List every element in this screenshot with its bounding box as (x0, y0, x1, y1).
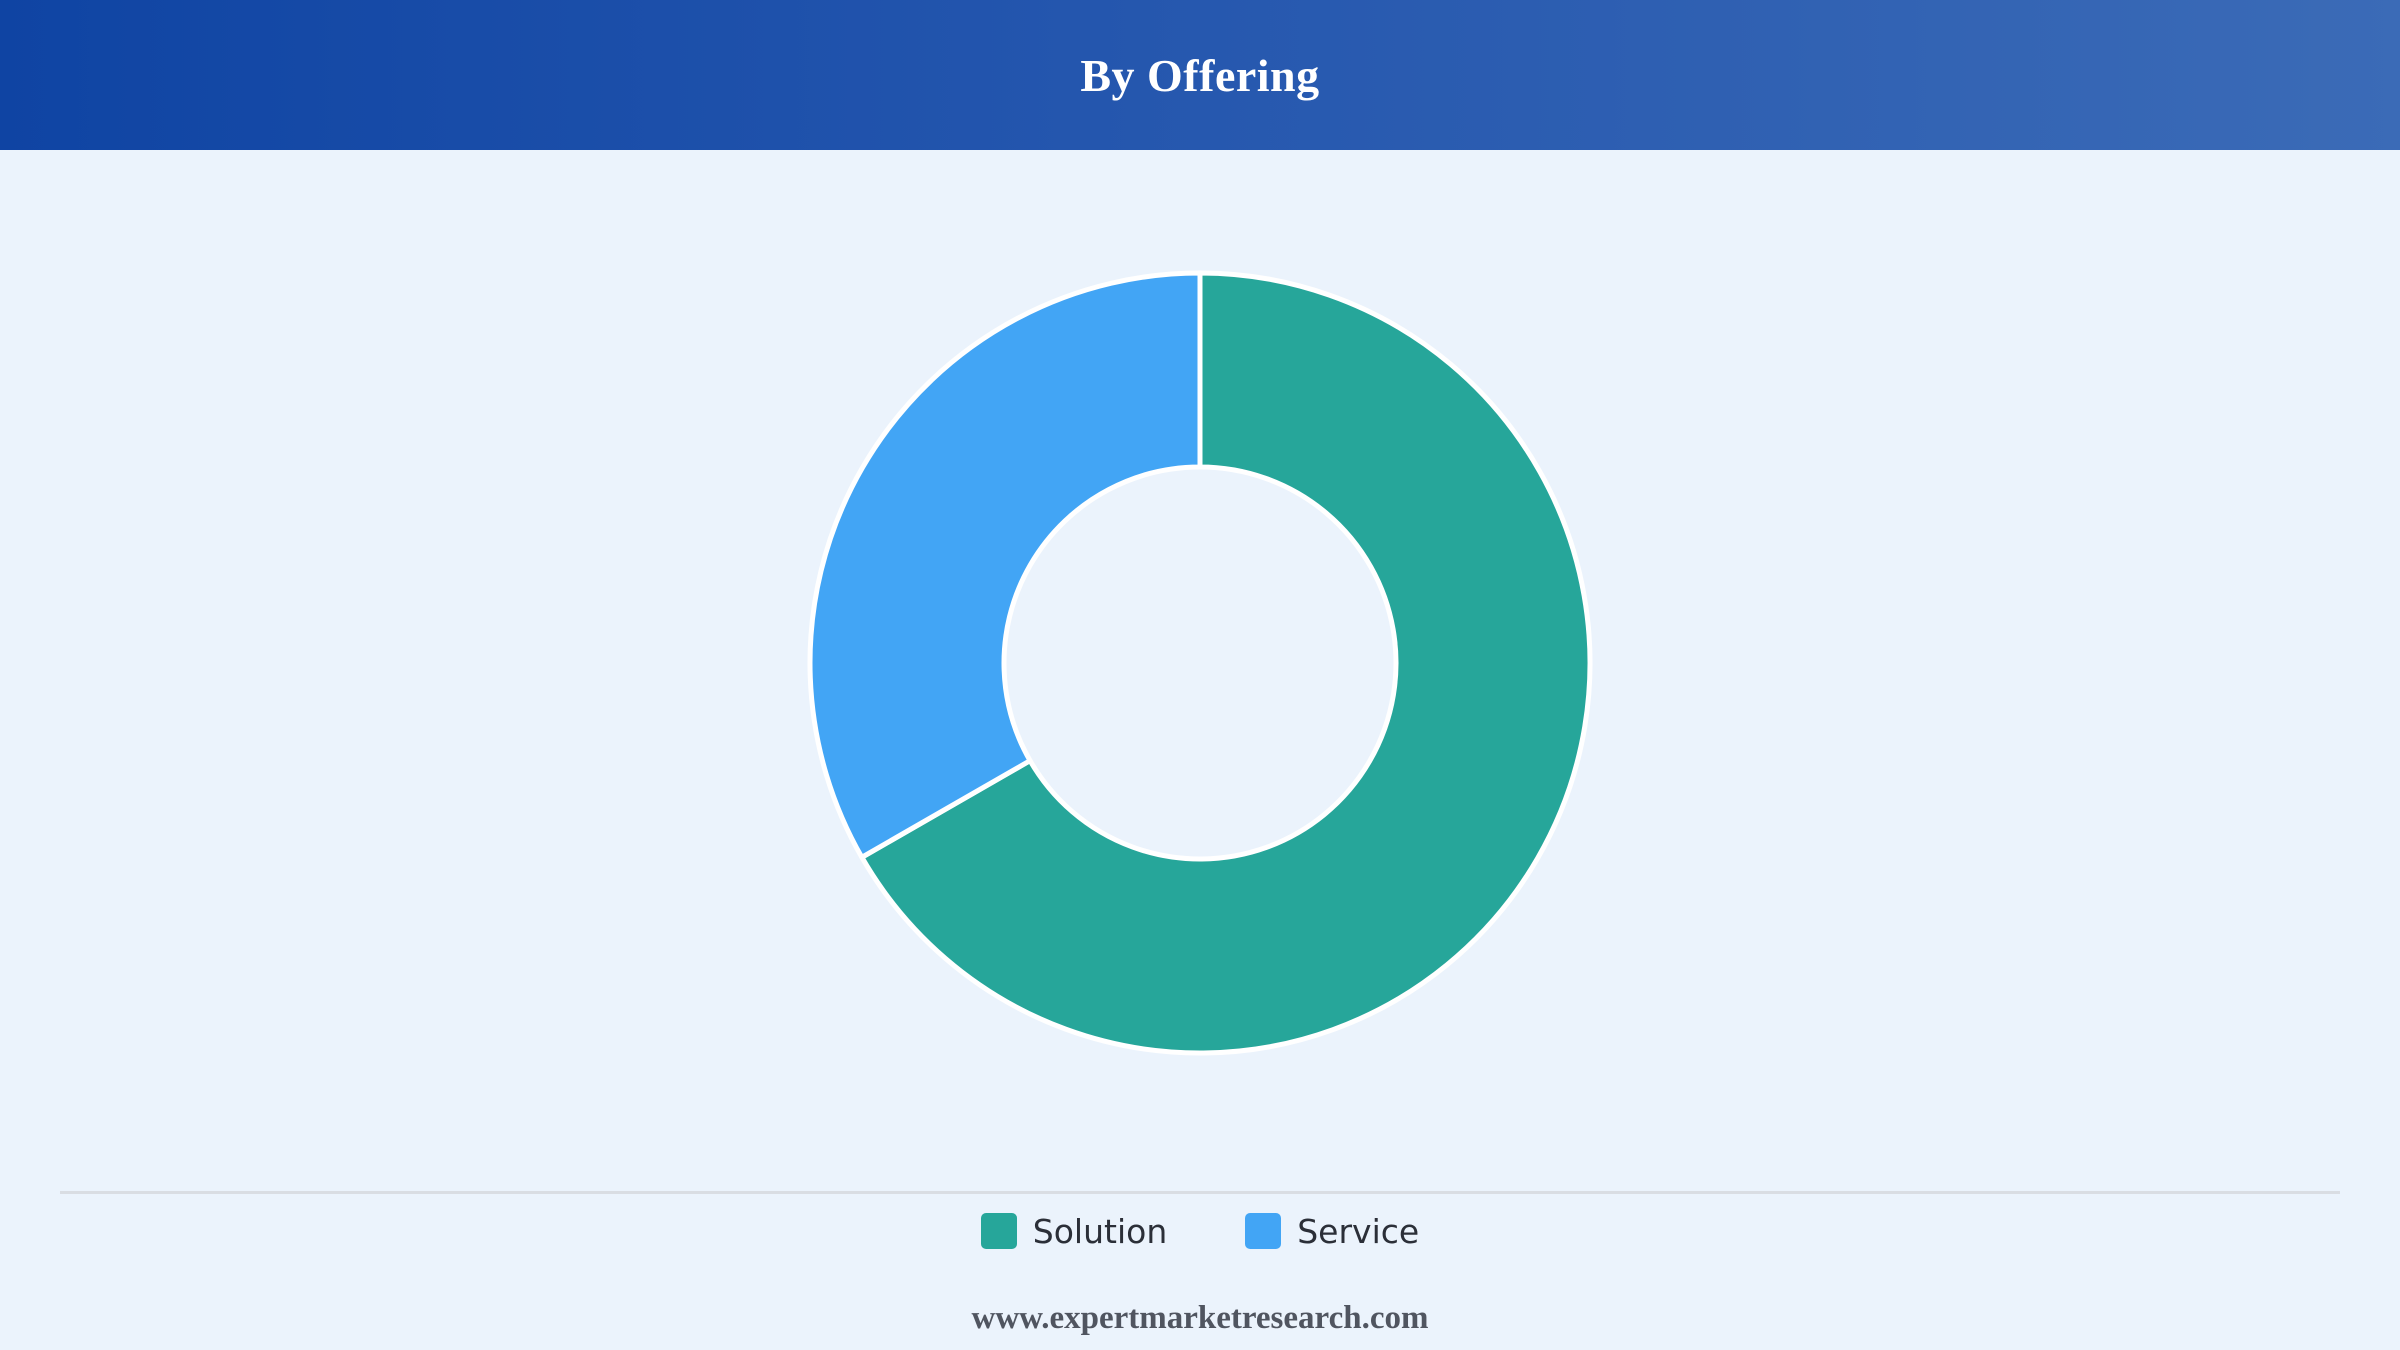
donut-chart (807, 270, 1593, 1056)
legend-item-service[interactable]: Service (1245, 1212, 1419, 1251)
chart-legend: Solution Service (0, 1207, 2400, 1255)
legend-label-service: Service (1297, 1211, 1420, 1251)
donut-slice-service[interactable] (807, 270, 1203, 860)
donut-slices (807, 270, 1593, 1056)
chart-header: By Offering (0, 0, 2400, 150)
legend-item-solution[interactable]: Solution (980, 1211, 1168, 1251)
legend-divider (60, 1191, 2340, 1194)
legend-swatch-service (1245, 1213, 1282, 1249)
source-url: www.expertmarketresearch.com (971, 1300, 1429, 1336)
chart-title: By Offering (1080, 49, 1320, 101)
legend-swatch-solution (980, 1213, 1017, 1249)
legend-label-solution: Solution (1032, 1211, 1168, 1251)
donut-slice-solution[interactable] (859, 270, 1593, 1056)
